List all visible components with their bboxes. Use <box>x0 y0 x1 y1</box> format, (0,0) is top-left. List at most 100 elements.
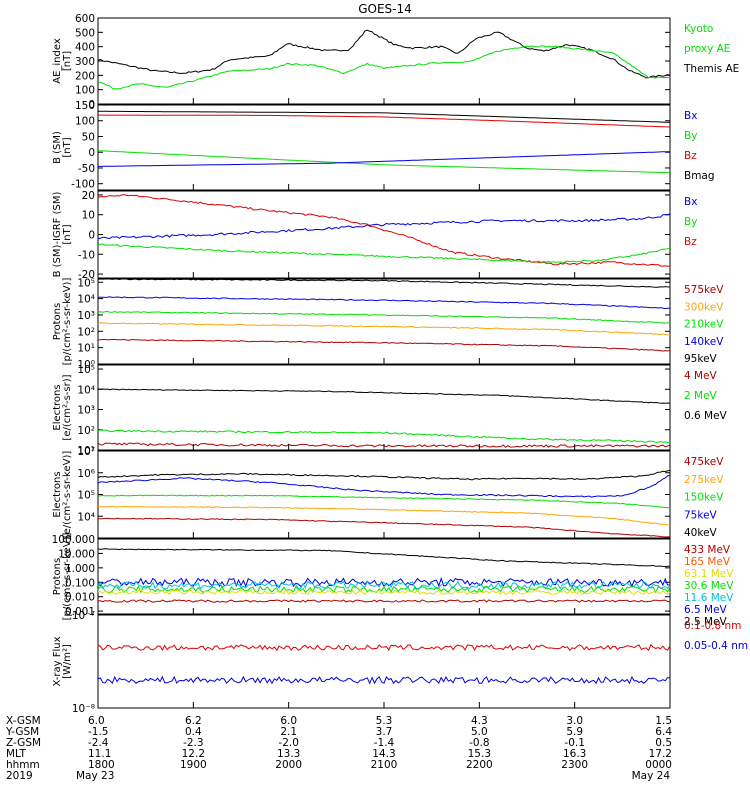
legend-entry: proxy AE <box>684 43 730 55</box>
ephemeris-value: -1.4 <box>374 737 395 749</box>
ephemeris-value: -1.5 <box>88 726 109 738</box>
ephemeris-value: 4.3 <box>471 715 488 727</box>
legend-entry: 165 MeV <box>684 556 731 568</box>
ephemeris-value: 5.9 <box>566 726 583 738</box>
series-line-6-3 <box>97 585 671 594</box>
ephemeris-row-label: Z-GSM <box>6 737 41 749</box>
legend-entry: By <box>684 216 697 228</box>
y-tick-label: 100 <box>75 116 95 128</box>
y-tick-label: 20 <box>82 190 95 202</box>
legend-entry: 95keV <box>684 353 718 365</box>
panel-frame <box>97 278 671 365</box>
y-tick-label: 10¹ <box>77 343 95 355</box>
series-line-3-1 <box>98 296 671 310</box>
series-line-5-2 <box>98 494 671 509</box>
y-tick-label: 10⁵ <box>77 277 95 289</box>
series-line-4-1 <box>97 429 671 444</box>
series-line-0-1 <box>97 45 671 90</box>
series-line-1-1 <box>98 114 671 128</box>
legend-entry: 11.6 MeV <box>684 592 734 604</box>
ephemeris-value: 0.4 <box>185 726 202 738</box>
ephemeris-value: 2100 <box>371 759 398 771</box>
y-tick-label: 10³ <box>77 310 95 322</box>
y-tick-label: 10⁰ <box>77 359 95 371</box>
ephemeris-value: 5.3 <box>376 715 393 727</box>
ephemeris-value: 1.5 <box>655 715 672 727</box>
series-line-3-3 <box>97 322 671 336</box>
y-axis-label: [p/(cm²-s-sr-keV)] <box>62 533 73 621</box>
ephemeris-row-label: hhmm <box>6 759 40 771</box>
y-tick-label: 1.000 <box>65 563 95 575</box>
y-axis-label: AE_index <box>52 38 63 84</box>
y-axis-label: [e/(cm²-s-sr)] <box>62 374 73 440</box>
y-tick-label: 10⁵ <box>77 364 95 376</box>
legend-entry: Themis AE <box>683 63 739 75</box>
panel-frame <box>97 104 671 191</box>
series-line-3-4 <box>97 338 671 352</box>
ephemeris-value: 11.1 <box>88 748 111 760</box>
series-line-6-5 <box>97 599 671 603</box>
legend-entry: 575keV <box>684 284 724 296</box>
series-line-5-0 <box>97 469 671 481</box>
legend-entry: 0.1-0.8 nm <box>684 620 741 632</box>
y-axis-label: [W/m²] <box>62 644 73 679</box>
y-axis-label: Electrons <box>52 471 63 517</box>
y-tick-label: 100 <box>75 85 95 97</box>
ephemeris-value: -0.8 <box>469 737 490 749</box>
legend-entry: Bx <box>684 196 697 208</box>
legend-entry: 275keV <box>684 474 724 486</box>
legend-entry: Kyoto <box>684 23 713 35</box>
legend-entry: Bmag <box>684 170 715 182</box>
ephemeris-value: 16.3 <box>563 748 586 760</box>
y-tick-label: 10³ <box>77 405 95 417</box>
y-tick-label: 10⁴ <box>77 294 95 306</box>
y-tick-label: 10⁻⁸ <box>72 703 95 715</box>
ephemeris-value: 0.5 <box>655 737 672 749</box>
y-axis-label: B (SM)-IGRF (SM) <box>52 192 63 278</box>
ephemeris-value: -2.0 <box>278 737 299 749</box>
y-tick-label: 10 <box>82 210 95 222</box>
ephemeris-row-label: MLT <box>6 748 26 760</box>
ephemeris-value: -2.3 <box>183 737 204 749</box>
legend-entry: By <box>684 130 697 142</box>
y-tick-label: 300 <box>75 56 95 68</box>
legend-entry: 300keV <box>684 301 724 313</box>
ephemeris-value: 15.3 <box>468 748 491 760</box>
legend-entry: 30.6 MeV <box>684 580 734 592</box>
y-tick-label: 150 <box>75 100 95 112</box>
y-tick-label: 0 <box>88 147 95 159</box>
ephemeris-value: -0.1 <box>564 737 585 749</box>
y-tick-label: 0.001 <box>65 606 95 618</box>
ephemeris-value: 0000 <box>645 759 672 771</box>
ephemeris-value: 2200 <box>466 759 493 771</box>
legend-entry: 150keV <box>684 492 724 504</box>
series-line-2-1 <box>97 213 671 240</box>
ephemeris-value: 2.1 <box>280 726 297 738</box>
y-tick-label: 200 <box>75 70 95 82</box>
y-tick-label: 10⁴ <box>77 511 95 523</box>
ephemeris-value: 6.0 <box>88 715 105 727</box>
ephemeris-value: 13.3 <box>277 748 300 760</box>
series-line-5-4 <box>98 517 671 538</box>
ephemeris-value: -2.4 <box>88 737 109 749</box>
panel-frame <box>97 17 671 105</box>
legend-entry: 75keV <box>684 509 718 521</box>
y-tick-label: 10⁵ <box>77 490 95 502</box>
y-axis-label: [nT] <box>62 51 73 71</box>
y-tick-label: 500 <box>75 27 95 39</box>
y-tick-label: 50 <box>82 131 95 143</box>
panel-frame <box>97 614 671 709</box>
y-tick-label: 10.000 <box>58 548 95 560</box>
y-tick-label: 10⁴ <box>77 384 95 396</box>
ephemeris-value: 6.0 <box>280 715 297 727</box>
ephemeris-value: 3.7 <box>376 726 393 738</box>
y-axis-label: [p/(cm²-s-sr-keV)] <box>62 278 73 366</box>
y-axis-label: [e/(cm²-s-sr-keV)] <box>62 451 73 539</box>
legend-entry: 210keV <box>684 319 724 331</box>
y-tick-label: 0 <box>88 99 95 111</box>
legend-entry: 0.6 MeV <box>684 410 728 422</box>
ephemeris-value: 1800 <box>88 759 115 771</box>
ephemeris-value: 1900 <box>180 759 207 771</box>
series-line-5-1 <box>97 474 671 498</box>
ephemeris-value: 5.0 <box>471 726 488 738</box>
